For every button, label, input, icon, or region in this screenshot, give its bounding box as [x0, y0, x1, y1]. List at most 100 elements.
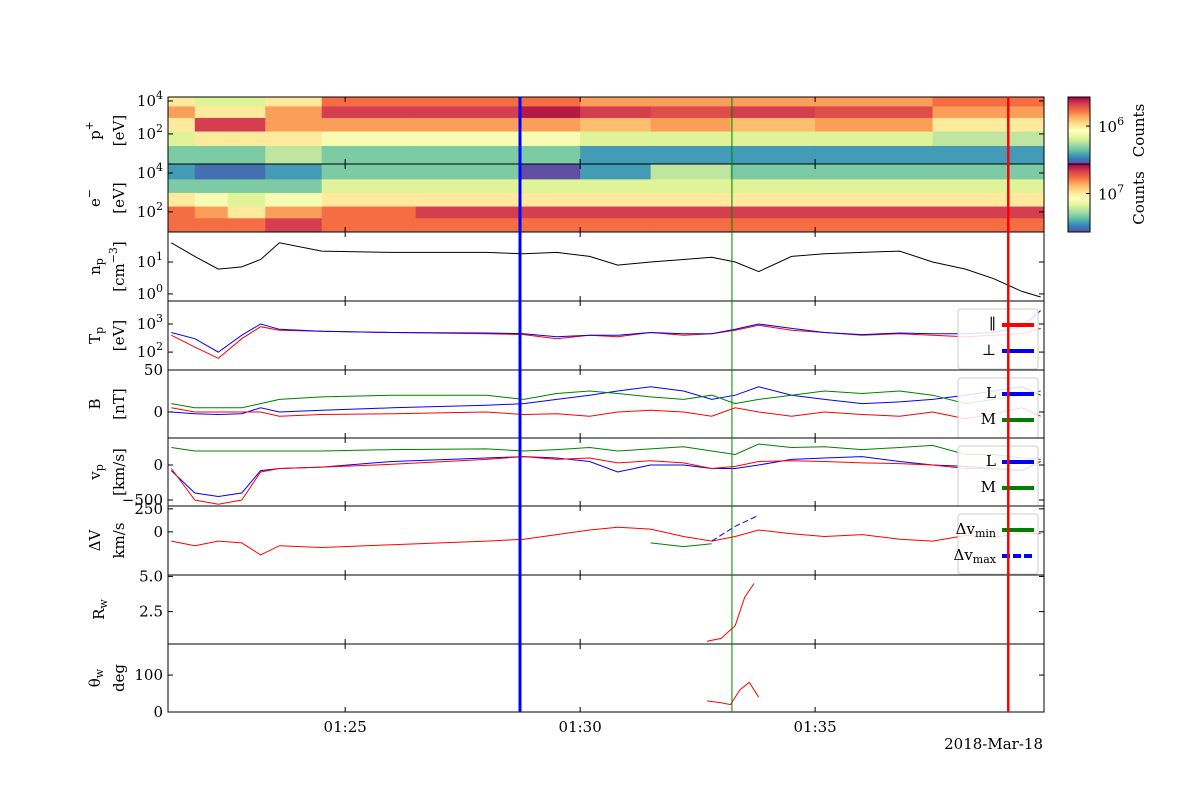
heatmap-cell — [650, 131, 732, 146]
heatmap-cell — [730, 192, 816, 207]
heatmap-cell — [580, 131, 652, 146]
heatmap-cell — [415, 97, 520, 107]
legend-box — [957, 308, 1039, 370]
heatmap-cell — [168, 217, 196, 232]
heatmap-cell — [932, 105, 1044, 118]
heatmap-cell — [168, 145, 196, 164]
y-axis-label: e−​ — [83, 189, 104, 207]
y-tick-label: 5.0 — [139, 567, 163, 585]
series-line — [171, 390, 1041, 409]
series-line — [706, 681, 760, 706]
heatmap-cell — [932, 117, 1044, 132]
heatmap-cell — [580, 105, 652, 118]
legend-label: L — [986, 452, 996, 470]
y-axis-label: p+​ — [83, 121, 104, 140]
heatmap-cell — [580, 217, 652, 232]
y-axis-label: B — [86, 398, 104, 409]
y-axis-label: θw​ — [86, 668, 106, 687]
heatmap-cell — [650, 145, 732, 164]
heatmap-cell — [265, 217, 323, 232]
y-axis-label: Rw​ — [90, 599, 110, 620]
heatmap-cell — [580, 145, 652, 164]
y-tick-label: 2.5 — [139, 603, 163, 621]
panel-frame — [167, 505, 1045, 576]
heatmap-cell — [815, 145, 934, 164]
colorbar-label: Counts — [1130, 104, 1148, 158]
x-tick-label: 01:25 — [324, 718, 367, 736]
y-tick-label: 104​ — [137, 161, 163, 182]
heatmap-cell — [815, 105, 934, 118]
heatmap-cell — [519, 131, 581, 146]
heatmap-cell — [168, 192, 196, 207]
panel: LMN — [170, 443, 1041, 522]
series-line — [650, 542, 712, 548]
y-axis-label: Tp​ — [86, 327, 106, 344]
legend-label: M — [981, 478, 996, 496]
date-label: 2018-Mar-18 — [944, 735, 1043, 753]
heatmap-cell — [227, 206, 266, 219]
heatmap-cell — [815, 192, 934, 207]
colorbar-label: Counts — [1130, 171, 1148, 225]
panel — [706, 681, 760, 706]
heatmap-cell — [168, 117, 196, 132]
heatmap-cell — [265, 164, 323, 180]
colorbar — [1067, 163, 1091, 233]
y-axis-label: deg — [110, 664, 128, 692]
panel — [168, 97, 1044, 164]
legend: Δvmin​ Δvmax​ — [953, 513, 1039, 575]
heatmap-cell — [194, 145, 229, 164]
heatmap-cell — [519, 192, 581, 207]
legend-label: M — [981, 410, 996, 428]
heatmap-cell — [415, 217, 520, 232]
heatmap-cell — [227, 97, 266, 107]
heatmap-cell — [730, 164, 816, 180]
series-line — [171, 407, 1041, 420]
legend-label: ⊥ — [982, 341, 996, 359]
heatmap-cell — [415, 192, 520, 207]
heatmap-cell — [730, 97, 816, 107]
series-line — [171, 310, 1042, 353]
heatmap-cell — [227, 131, 266, 146]
heatmap-cell — [932, 178, 1044, 193]
y-tick-label: 0 — [153, 703, 163, 721]
legend-label: N — [983, 436, 996, 454]
heatmap-cell — [932, 97, 1044, 107]
heatmap-cell — [932, 145, 1044, 164]
heatmap-cell — [321, 131, 417, 146]
legend-label: N — [983, 504, 996, 522]
y-tick-label: 101​ — [137, 250, 163, 271]
heatmap-cell — [265, 105, 323, 118]
panel-frame — [167, 369, 1045, 439]
heatmap-cell — [168, 131, 196, 146]
heatmap-cell — [519, 117, 581, 132]
heatmap-cell — [168, 178, 196, 193]
heatmap-cell — [265, 206, 323, 219]
heatmap-cell — [227, 105, 266, 118]
heatmap-cell — [580, 117, 652, 132]
panel — [168, 164, 1044, 232]
series-line — [170, 456, 1041, 498]
heatmap-cell — [227, 164, 266, 180]
legend-label: ∥ — [989, 315, 996, 333]
heatmap-cell — [321, 105, 417, 118]
y-tick-label: 0 — [153, 523, 163, 541]
heatmap-cell — [265, 117, 323, 132]
panel-frame — [167, 574, 1045, 645]
heatmap-cell — [519, 105, 581, 118]
legend: ∥⊥ — [957, 308, 1039, 370]
series-line — [171, 443, 1041, 460]
heatmap-cell — [168, 164, 196, 180]
legend: LMN — [957, 377, 1039, 454]
legend-label: Δvmin​ — [956, 520, 996, 540]
y-tick-label: 100 — [134, 666, 163, 684]
heatmap-cell — [321, 145, 417, 164]
heatmap-cell — [194, 178, 229, 193]
heatmap-cell — [168, 97, 196, 107]
x-tick-label: 01:30 — [559, 718, 602, 736]
heatmap-cell — [194, 206, 229, 219]
y-axis-label: [nT] — [110, 388, 128, 419]
legend-label: L — [986, 384, 996, 402]
heatmap-cell — [227, 217, 266, 232]
heatmap-cell — [580, 178, 652, 193]
